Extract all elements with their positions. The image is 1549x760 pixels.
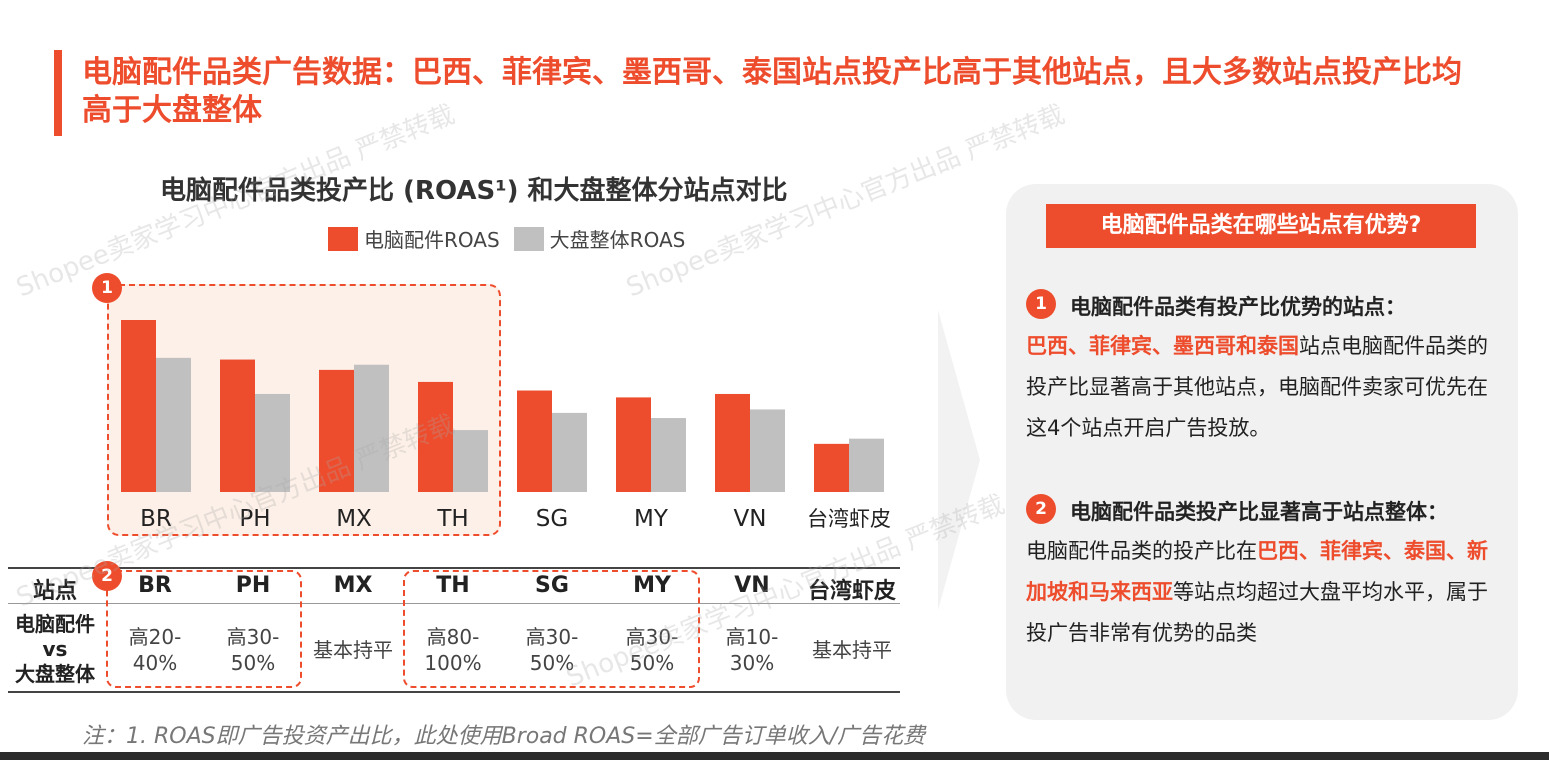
- insight-panel: [1006, 184, 1518, 720]
- insight-panel-title: 电脑配件品类在哪些站点有优势?: [1046, 204, 1476, 248]
- table-column-header: PH: [235, 573, 271, 598]
- table-row-label-line2: vs: [42, 637, 68, 661]
- panel-point2-heading: 电脑配件品类投产比显著高于站点整体：: [1070, 500, 1448, 524]
- table-bottom-rule: [8, 691, 900, 693]
- bottom-strip: [0, 752, 1549, 760]
- table-cell: 高10- 30%: [702, 624, 802, 676]
- table-cell-line: 50%: [629, 651, 675, 675]
- table-cell-line: 高20-: [128, 625, 182, 649]
- table-cell: 高20- 40%: [105, 624, 205, 676]
- x-tick-label: MX: [336, 506, 372, 532]
- table-cell-line: 高30-: [525, 625, 579, 649]
- bar-category-3: [418, 381, 453, 492]
- table-column-header: SG: [535, 573, 569, 598]
- table-column-header: BR: [138, 573, 172, 598]
- panel-point1-body: 站点电脑配件品类的投产比显著高于其他站点，电脑配件卖家可优先在这4个站点开启广告…: [1026, 334, 1488, 440]
- table-header-rule: [8, 603, 900, 604]
- bar-category-7: [814, 443, 849, 492]
- table-row-label-line3: 大盘整体: [15, 662, 95, 686]
- x-tick-label: PH: [239, 506, 270, 532]
- legend-item-series-1: 电脑配件ROAS: [328, 224, 500, 253]
- table-header-label: 站点: [32, 579, 77, 604]
- highlight-box-br-ph: [106, 570, 302, 688]
- legend-label-series-1: 电脑配件ROAS: [364, 228, 500, 252]
- bar-overall-2: [354, 364, 389, 492]
- table-top-rule: [8, 567, 900, 569]
- bar-overall-5: [651, 418, 686, 492]
- legend-swatch-series-1: [328, 226, 358, 251]
- table-cell: 基本持平: [802, 637, 902, 663]
- footnote: 注：1. ROAS即广告投资产出比，此处使用Broad ROAS=全部广告订单收…: [82, 724, 926, 749]
- x-tick-label: SG: [536, 506, 568, 532]
- table-cell: 高80- 100%: [403, 624, 503, 676]
- bar-category-5: [616, 397, 651, 492]
- panel-point1-highlight: 巴西、菲律宾、墨西哥和泰国: [1026, 334, 1299, 358]
- panel-point2-before: 电脑配件品类的投产比在: [1026, 539, 1257, 563]
- table-cell-line: 高30-: [226, 625, 280, 649]
- table-cell-line: 40%: [132, 651, 178, 675]
- table-cell-line: 基本持平: [812, 638, 892, 662]
- x-tick-label: BR: [140, 506, 172, 532]
- table-cell: 基本持平: [303, 637, 403, 663]
- table-column-header: MY: [633, 573, 671, 598]
- panel-point1-heading: 电脑配件品类有投产比优势的站点：: [1070, 295, 1406, 319]
- x-tick-label: 台湾虾皮: [807, 507, 891, 531]
- table-cell-line: 50%: [529, 651, 575, 675]
- table-cell-line: 100%: [424, 651, 482, 675]
- chevron-right-icon: [938, 310, 980, 610]
- x-tick-label: MY: [634, 506, 669, 532]
- table-row-label: 电脑配件 vs 大盘整体: [8, 612, 102, 687]
- panel-point1-text: 巴西、菲律宾、墨西哥和泰国站点电脑配件品类的投产比显著高于其他站点，电脑配件卖家…: [1026, 326, 1496, 449]
- bar-category-4: [517, 390, 552, 492]
- legend-swatch-series-2: [513, 226, 544, 251]
- title-accent-bar: [54, 50, 62, 136]
- table-row-label-line1: 电脑配件: [15, 612, 95, 636]
- marker-one: 1: [92, 273, 122, 303]
- table-cell: 高30- 50%: [602, 624, 702, 676]
- bar-overall-3: [453, 430, 488, 492]
- panel-point2-after: 等站点均超过大盘平均水平，属于投广告非常有优势的品类: [1026, 580, 1488, 645]
- panel-marker-one: 1: [1026, 289, 1056, 319]
- chart-legend: 电脑配件ROAS 大盘整体ROAS: [328, 224, 699, 253]
- highlight-box-th-sg-my: [403, 570, 700, 688]
- table-cell-line: 基本持平: [313, 638, 393, 662]
- bar-category-2: [319, 369, 354, 492]
- bar-category-1: [220, 359, 255, 492]
- roas-bar-chart: BR PH MX TH SG MY VN 台湾虾皮: [121, 320, 891, 532]
- table-cell-line: 高10-: [725, 625, 779, 649]
- x-tick-label: TH: [436, 506, 468, 532]
- table-cell-line: 30%: [729, 651, 775, 675]
- panel-marker-two: 2: [1026, 494, 1056, 524]
- bar-overall-0: [156, 357, 191, 492]
- table-column-header: VN: [734, 573, 770, 598]
- bar-overall-7: [849, 438, 884, 492]
- legend-item-series-2: 大盘整体ROAS: [513, 224, 686, 253]
- table-column-header: TH: [436, 573, 470, 598]
- x-tick-label: VN: [734, 506, 767, 532]
- chart-title: 电脑配件品类投产比 (ROAS¹) 和大盘整体分站点对比: [160, 176, 788, 206]
- table-cell-line: 高80-: [426, 625, 480, 649]
- legend-label-series-2: 大盘整体ROAS: [549, 228, 686, 252]
- table-cell-line: 50%: [230, 651, 276, 675]
- bar-overall-1: [255, 393, 290, 492]
- table-cell-line: 高30-: [625, 625, 679, 649]
- marker-two: 2: [92, 561, 122, 591]
- page-title: 电脑配件品类广告数据：巴西、菲律宾、墨西哥、泰国站点投产比高于其他站点，且大多数…: [82, 55, 1462, 128]
- table-cell: 高30- 50%: [502, 624, 602, 676]
- table-cell: 高30- 50%: [203, 624, 303, 676]
- bar-overall-6: [750, 409, 785, 492]
- table-column-header: 台湾虾皮: [807, 579, 896, 604]
- bar-category-6: [715, 393, 750, 492]
- table-column-header: MX: [333, 573, 373, 598]
- bar-overall-4: [552, 412, 587, 492]
- panel-point2-highlight: 巴西、菲律宾、泰国、新加坡和马来西亚: [1026, 539, 1488, 604]
- panel-point2-text: 电脑配件品类的投产比在巴西、菲律宾、泰国、新加坡和马来西亚等站点均超过大盘平均水…: [1026, 531, 1496, 654]
- bar-category-0: [121, 320, 156, 492]
